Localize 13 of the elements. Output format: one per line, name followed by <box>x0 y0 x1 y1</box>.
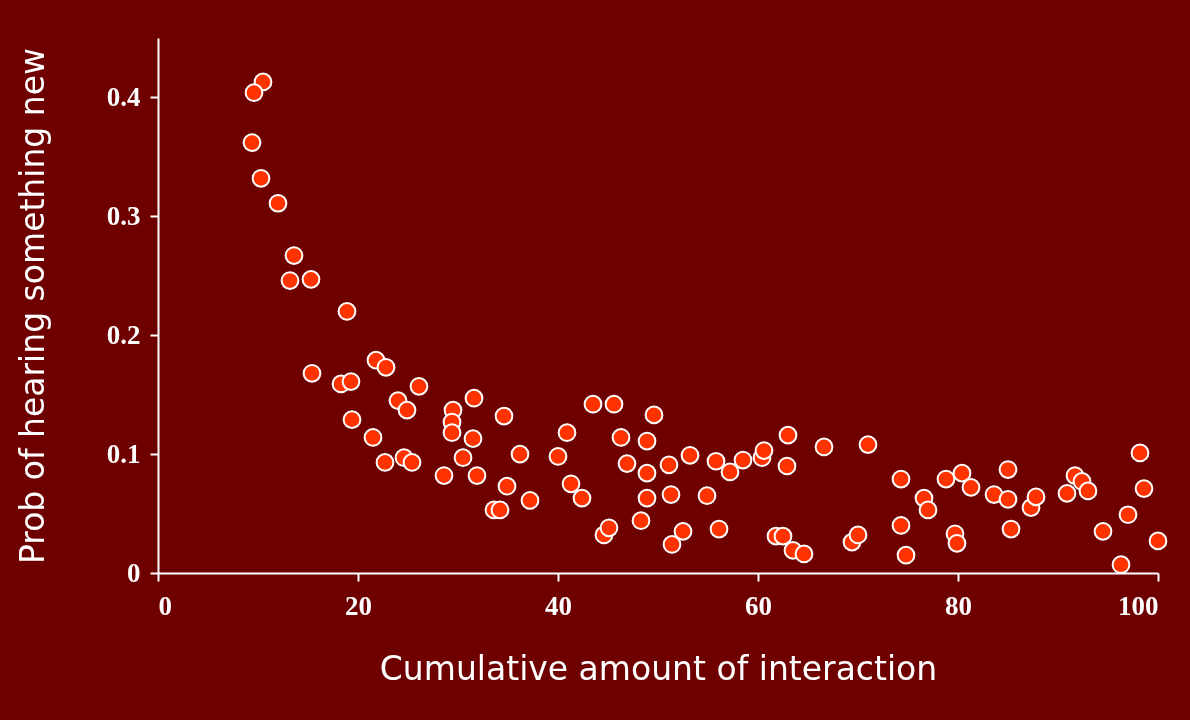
y-tick-label: 0.1 <box>106 438 141 469</box>
x-tick-label: 0 <box>158 590 172 621</box>
y-tick-label: 0.2 <box>106 319 141 350</box>
x-axis-title: Cumulative amount of interaction <box>379 648 938 688</box>
x-tick-label: 60 <box>745 590 772 621</box>
y-tick-label: 0.4 <box>106 81 141 112</box>
y-tick-label: 0 <box>127 557 141 588</box>
x-tick-label: 80 <box>945 590 972 621</box>
x-tick-label: 100 <box>1118 590 1159 621</box>
y-tick-label: 0.3 <box>106 200 141 231</box>
x-tick-label: 40 <box>545 590 572 621</box>
y-axis-title: Prob of hearing something new <box>12 47 52 565</box>
x-tick-label: 20 <box>345 590 372 621</box>
